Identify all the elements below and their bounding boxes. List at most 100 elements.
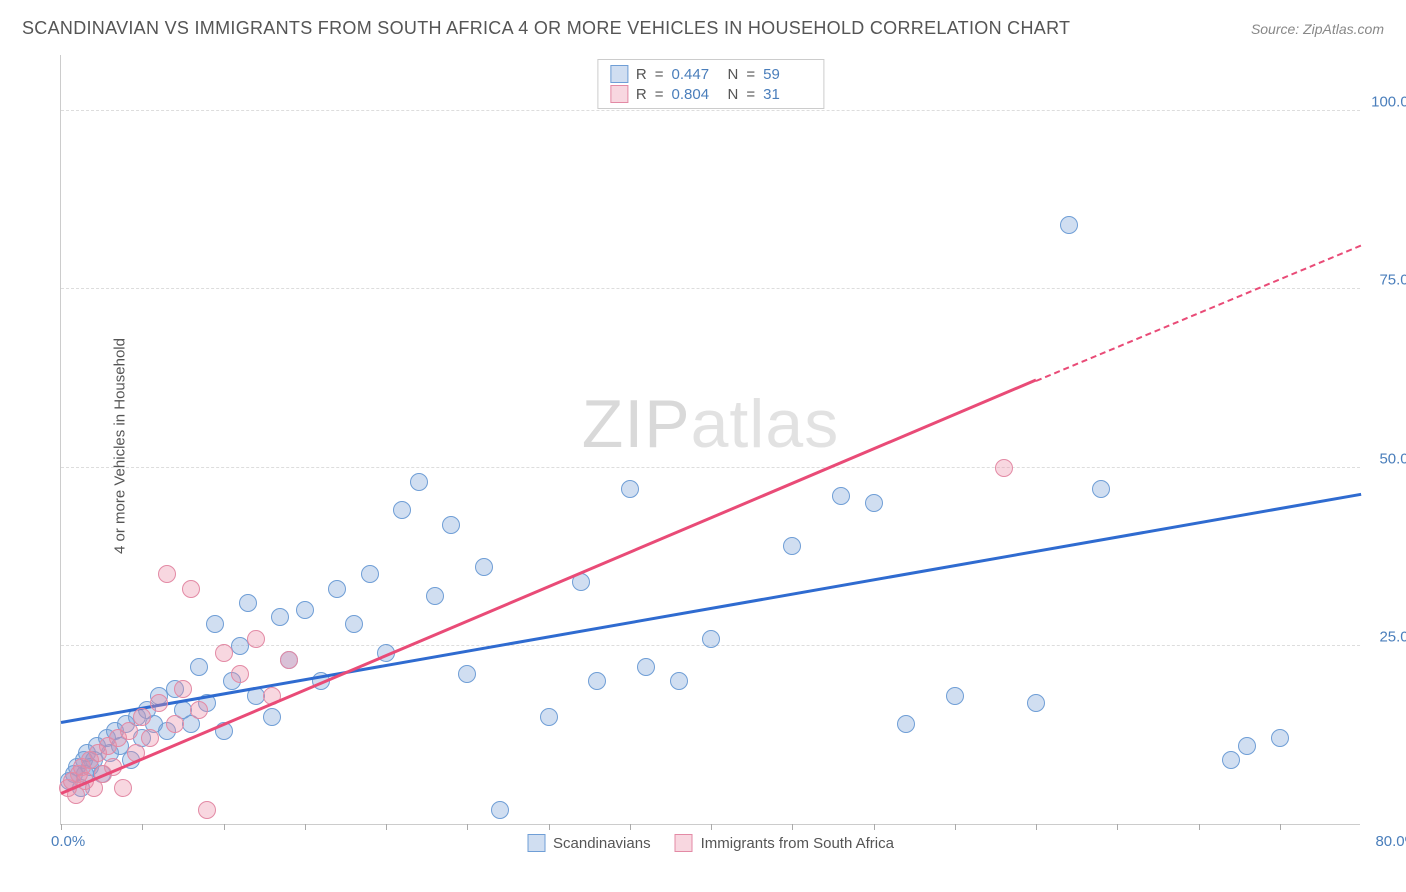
gridline (61, 467, 1360, 468)
data-point (182, 580, 200, 598)
x-tick (1117, 824, 1118, 830)
data-point (361, 565, 379, 583)
swatch-scandinavians (527, 834, 545, 852)
data-point (133, 708, 151, 726)
data-point (120, 722, 138, 740)
data-point (1222, 751, 1240, 769)
eq-sign: = (746, 66, 755, 83)
x-tick (630, 824, 631, 830)
y-tick-label: 25.0% (1379, 628, 1406, 645)
title-bar: SCANDINAVIAN VS IMMIGRANTS FROM SOUTH AF… (22, 18, 1384, 39)
data-point (1092, 480, 1110, 498)
r-value-immigrants: 0.804 (672, 86, 720, 103)
data-point (296, 601, 314, 619)
data-point (1238, 737, 1256, 755)
legend-series: Scandinavians Immigrants from South Afri… (527, 834, 894, 852)
n-label: N (728, 86, 739, 103)
chart-title: SCANDINAVIAN VS IMMIGRANTS FROM SOUTH AF… (22, 18, 1070, 39)
data-point (190, 701, 208, 719)
n-value-immigrants: 31 (763, 86, 811, 103)
data-point (141, 729, 159, 747)
r-label: R (636, 66, 647, 83)
y-tick-label: 100.0% (1371, 94, 1406, 111)
data-point (393, 501, 411, 519)
watermark-bold: ZIP (582, 386, 691, 462)
x-axis-max-label: 80.0% (1375, 833, 1406, 850)
data-point (621, 480, 639, 498)
legend-row-immigrants: R = 0.804 N = 31 (610, 84, 811, 104)
data-point (475, 558, 493, 576)
swatch-scandinavians (610, 65, 628, 83)
data-point (783, 537, 801, 555)
y-tick-label: 50.0% (1379, 450, 1406, 467)
data-point (702, 630, 720, 648)
swatch-immigrants (675, 834, 693, 852)
data-point (1027, 694, 1045, 712)
gridline (61, 110, 1360, 111)
data-point (426, 587, 444, 605)
x-tick (955, 824, 956, 830)
gridline (61, 288, 1360, 289)
r-value-scandinavians: 0.447 (672, 66, 720, 83)
data-point (670, 672, 688, 690)
data-point (832, 487, 850, 505)
data-point (637, 658, 655, 676)
data-point (540, 708, 558, 726)
data-point (328, 580, 346, 598)
trend-line (61, 493, 1362, 724)
data-point (1060, 216, 1078, 234)
x-tick (874, 824, 875, 830)
x-tick (711, 824, 712, 830)
data-point (442, 516, 460, 534)
scatter-plot-area: ZIPatlas R = 0.447 N = 59 R = 0.804 N = … (60, 55, 1360, 825)
data-point (1271, 729, 1289, 747)
data-point (190, 658, 208, 676)
watermark: ZIPatlas (582, 385, 839, 463)
n-label: N (728, 66, 739, 83)
x-tick (224, 824, 225, 830)
data-point (280, 651, 298, 669)
data-point (158, 565, 176, 583)
data-point (271, 608, 289, 626)
eq-sign: = (655, 86, 664, 103)
data-point (239, 594, 257, 612)
series-label-scandinavians: Scandinavians (553, 835, 651, 852)
watermark-thin: atlas (691, 386, 840, 462)
x-tick (1199, 824, 1200, 830)
eq-sign: = (655, 66, 664, 83)
swatch-immigrants (610, 85, 628, 103)
data-point (345, 615, 363, 633)
data-point (150, 694, 168, 712)
x-tick (61, 824, 62, 830)
data-point (206, 615, 224, 633)
data-point (215, 644, 233, 662)
series-label-immigrants: Immigrants from South Africa (701, 835, 894, 852)
x-tick (386, 824, 387, 830)
n-value-scandinavians: 59 (763, 66, 811, 83)
x-tick (792, 824, 793, 830)
data-point (410, 473, 428, 491)
legend-correlation-box: R = 0.447 N = 59 R = 0.804 N = 31 (597, 59, 824, 109)
data-point (897, 715, 915, 733)
data-point (198, 801, 216, 819)
data-point (174, 680, 192, 698)
x-tick (1036, 824, 1037, 830)
trend-line (60, 379, 1036, 795)
data-point (491, 801, 509, 819)
data-point (946, 687, 964, 705)
data-point (231, 665, 249, 683)
source-attribution: Source: ZipAtlas.com (1251, 21, 1384, 37)
x-tick (142, 824, 143, 830)
data-point (114, 779, 132, 797)
x-axis-origin-label: 0.0% (51, 833, 85, 850)
x-tick (467, 824, 468, 830)
data-point (995, 459, 1013, 477)
trend-line (1036, 245, 1362, 382)
data-point (588, 672, 606, 690)
legend-item-immigrants: Immigrants from South Africa (675, 834, 894, 852)
legend-row-scandinavians: R = 0.447 N = 59 (610, 64, 811, 84)
y-tick-label: 75.0% (1379, 272, 1406, 289)
x-tick (305, 824, 306, 830)
x-tick (549, 824, 550, 830)
data-point (865, 494, 883, 512)
